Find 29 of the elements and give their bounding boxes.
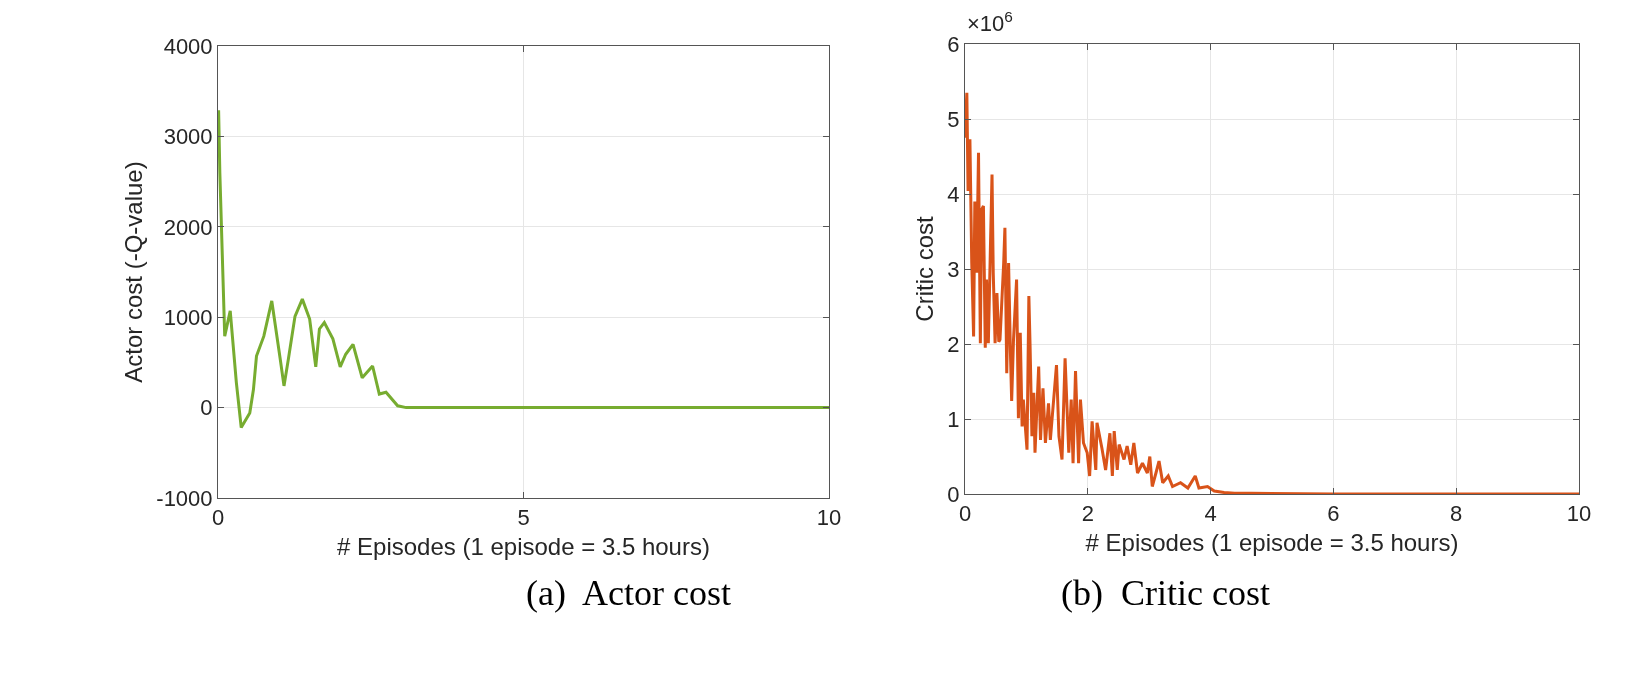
y-tick-label: 0 — [200, 395, 213, 421]
y-tick-label: 5 — [947, 106, 960, 132]
y-tick-label: -1000 — [156, 485, 213, 511]
x-tick-label: 5 — [517, 505, 530, 531]
y-tick-label: 2000 — [163, 214, 213, 240]
x-tick-label: 6 — [1327, 501, 1340, 527]
x-tick-label: 10 — [816, 505, 842, 531]
text: ×10$^{6}$ — [967, 8, 1013, 37]
text: (a) Actor cost — [526, 573, 731, 613]
y-tick-label: 0 — [947, 481, 960, 507]
line-series — [965, 91, 1579, 494]
x-tick-label: 4 — [1204, 501, 1217, 527]
y-tick-label: 3 — [947, 256, 960, 282]
y-tick-label: 1000 — [163, 304, 213, 330]
y-tick-label: 3000 — [163, 124, 213, 150]
y-axis-title: Critic cost — [911, 216, 939, 322]
line-series — [218, 108, 829, 429]
y-tick-label: 1 — [947, 406, 960, 432]
y-tick-label: 2 — [947, 331, 960, 357]
x-axis-title: # Episodes (1 episode = 3.5 hours) — [1085, 528, 1459, 556]
x-tick-label: 2 — [1081, 501, 1094, 527]
y-axis-title: Actor cost (-Q-value) — [120, 161, 148, 383]
y-tick-label: 6 — [947, 31, 960, 57]
y-tick-label: 4 — [947, 181, 960, 207]
x-tick-label: 10 — [1566, 501, 1592, 527]
x-tick-label: 8 — [1450, 501, 1463, 527]
x-axis-title: # Episodes (1 episode = 3.5 hours) — [337, 532, 710, 560]
y-tick-label: 4000 — [163, 33, 213, 59]
text: (b) Critic cost — [1061, 573, 1270, 613]
